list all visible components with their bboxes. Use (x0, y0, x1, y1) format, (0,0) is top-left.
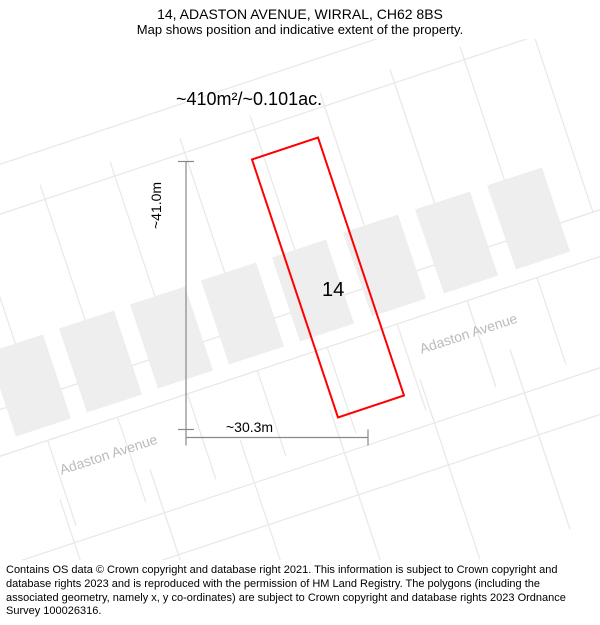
page-title: 14, ADASTON AVENUE, WIRRAL, CH62 8BS (10, 6, 590, 22)
map-canvas: ~410m²/~0.101ac. ~41.0m ~30.3m 14 Adasto… (0, 39, 600, 560)
map-svg (0, 39, 600, 560)
header: 14, ADASTON AVENUE, WIRRAL, CH62 8BS Map… (0, 0, 600, 39)
property-map-page: 14, ADASTON AVENUE, WIRRAL, CH62 8BS Map… (0, 0, 600, 625)
area-label: ~410m²/~0.101ac. (176, 89, 322, 110)
height-dimension-label: ~41.0m (148, 182, 164, 229)
copyright-footer: Contains OS data © Crown copyright and d… (0, 560, 600, 625)
width-dimension-label: ~30.3m (226, 419, 273, 435)
page-subtitle: Map shows position and indicative extent… (10, 22, 590, 37)
house-number-label: 14 (322, 279, 344, 302)
